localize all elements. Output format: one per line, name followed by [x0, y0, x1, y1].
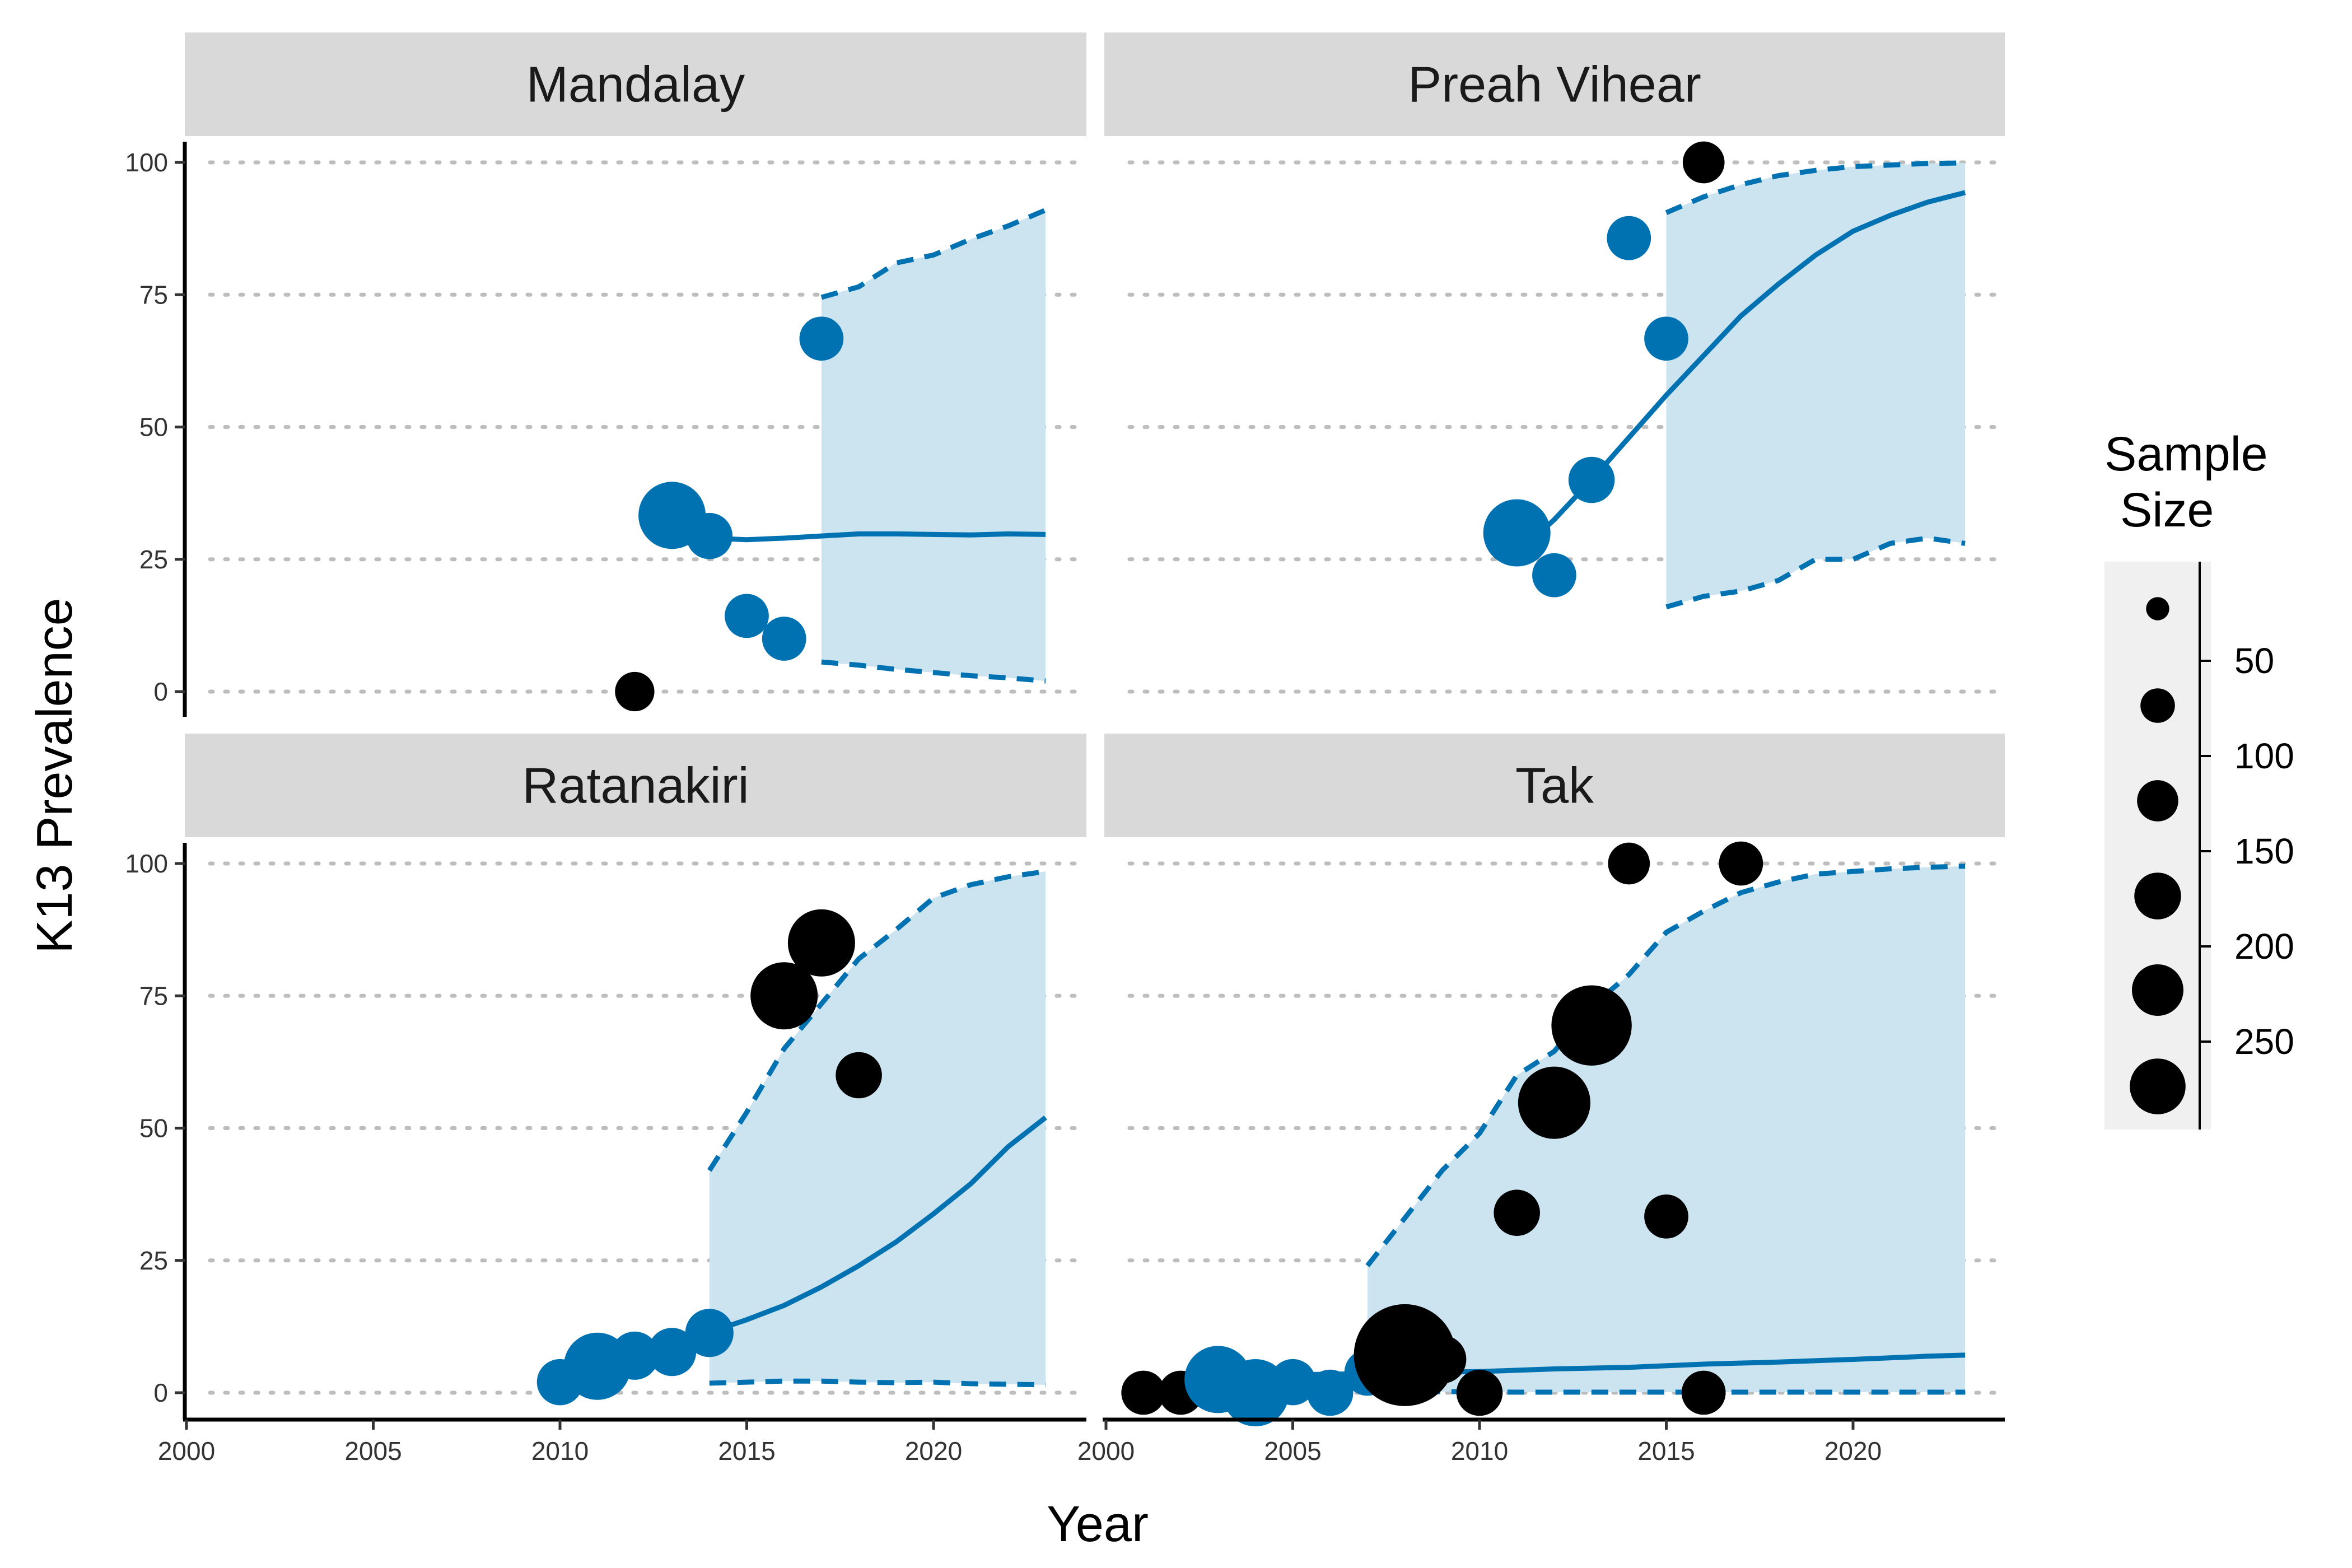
panel-preah-vihear: Preah Vihear [1104, 32, 2007, 694]
panel-title-ratanakiri: Ratanakiri [522, 758, 749, 814]
x-tick-label-tak-2010: 2010 [1451, 1436, 1508, 1466]
data-point-tak-2017 [1719, 841, 1763, 886]
panel-strip-mandalay [185, 32, 1086, 136]
x-axis-title: Year [1047, 1496, 1149, 1552]
y-tick-label-mandalay-50: 50 [139, 413, 168, 442]
x-tick-label-ratanakiri-2010: 2010 [531, 1436, 589, 1466]
x-tick-label-tak-2005: 2005 [1264, 1436, 1321, 1466]
uncertainty-band-mandalay [821, 210, 1046, 682]
data-point-mandalay-2014 [686, 512, 733, 559]
panel-title-tak: Tak [1515, 758, 1594, 814]
legend-size-dot-2 [2140, 688, 2175, 723]
upper-bound-line-ratanakiri [707, 869, 1046, 1172]
x-tick-label-ratanakiri-2000: 2000 [158, 1436, 215, 1466]
data-point-mandalay-2016 [762, 617, 806, 661]
y-tick-label-mandalay-100: 100 [125, 148, 168, 177]
legend-size-dot-3 [2137, 780, 2178, 822]
data-point-mandalay-2017 [799, 316, 844, 361]
legend-size-dot-1 [2146, 597, 2169, 620]
x-tick-label-ratanakiri-2015: 2015 [718, 1436, 775, 1466]
data-point-ratanakiri-2016 [750, 962, 818, 1030]
legend-scale-label-200: 200 [2234, 926, 2294, 967]
data-point-tak-2014 [1608, 842, 1650, 885]
panel-title-mandalay: Mandalay [526, 57, 745, 113]
lower-bound-line-mandalay [821, 659, 1046, 684]
legend-title-line-1: Sample [2104, 427, 2268, 481]
axes-layer: Year K13 Prevalence [27, 598, 1149, 1552]
data-point-tak-2016 [1681, 1370, 1726, 1415]
data-point-mandalay-2015 [725, 594, 769, 638]
data-point-preah-vihear-2014 [1607, 216, 1651, 260]
lower-bound-line-preah-vihear [1665, 535, 1966, 610]
legend-title-line-2: Size [2120, 483, 2214, 537]
y-tick-label-ratanakiri-100: 100 [125, 849, 168, 878]
panel-strip-preah-vihear [1104, 32, 2005, 136]
sample-size-legend: Sample Size 50 100 150 200 250 [2104, 427, 2294, 1130]
upper-bound-line-tak [1365, 864, 1966, 1267]
data-point-preah-vihear-2015 [1644, 316, 1688, 361]
legend-scale-label-150: 150 [2234, 831, 2294, 871]
x-tick-label-tak-2015: 2015 [1637, 1436, 1695, 1466]
upper-bound-line-mandalay [820, 207, 1047, 300]
legend-scale-label-50: 50 [2234, 641, 2274, 681]
data-point-ratanakiri-2013 [648, 1328, 697, 1376]
data-point-tak-2001 [1121, 1370, 1166, 1415]
data-point-ratanakiri-2018 [836, 1052, 882, 1099]
legend-size-dot-5 [2132, 964, 2183, 1016]
x-tick-label-ratanakiri-2020: 2020 [905, 1436, 962, 1466]
upper-bound-line-preah-vihear [1665, 160, 1966, 215]
x-tick-label-tak-2020: 2020 [1824, 1436, 1882, 1466]
data-point-ratanakiri-2017 [787, 909, 855, 977]
panel-title-preah-vihear: Preah Vihear [1408, 57, 1701, 113]
legend-size-dot-6 [2130, 1058, 2186, 1114]
legend-size-dot-4 [2134, 872, 2181, 920]
y-axis-title: K13 Prevalence [27, 598, 83, 953]
panel-mandalay: Mandalay 0 25 50 75 100 [125, 32, 1089, 717]
legend-key-background [2104, 562, 2211, 1130]
fitted-line-mandalay [671, 531, 1046, 543]
data-point-preah-vihear-2012 [1532, 553, 1576, 598]
y-tick-label-ratanakiri-75: 75 [139, 981, 168, 1010]
data-point-tak-2012 [1518, 1066, 1590, 1139]
data-point-preah-vihear-2013 [1568, 456, 1615, 503]
data-point-ratanakiri-2012 [610, 1331, 659, 1380]
y-tick-label-mandalay-25: 25 [139, 545, 168, 574]
data-point-tak-2009 [1418, 1335, 1467, 1384]
legend-scale-label-250: 250 [2234, 1021, 2294, 1062]
data-point-tak-2011 [1494, 1189, 1540, 1236]
y-tick-label-mandalay-0: 0 [153, 677, 168, 706]
uncertainty-band-preah-vihear [1666, 162, 1966, 607]
panel-ratanakiri: Ratanakiri 0 25 50 75 100 2000 2005 2010 2015 2020 [125, 734, 1089, 1466]
data-point-tak-2010 [1456, 1369, 1503, 1416]
data-point-preah-vihear-2011 [1483, 499, 1551, 567]
x-tick-label-ratanakiri-2005: 2005 [344, 1436, 402, 1466]
data-point-tak-2005 [1270, 1359, 1316, 1406]
data-point-preah-vihear-2016 [1682, 141, 1725, 184]
legend-scale-label-100: 100 [2234, 736, 2294, 776]
panel-strip-tak [1104, 734, 2005, 837]
panel-strip-ratanakiri [185, 734, 1086, 837]
data-point-ratanakiri-2014 [685, 1309, 734, 1357]
data-point-mandalay-2012 [615, 671, 655, 712]
y-tick-label-ratanakiri-25: 25 [139, 1246, 168, 1275]
y-tick-label-ratanakiri-0: 0 [153, 1378, 168, 1407]
uncertainty-band-tak [1367, 866, 1966, 1393]
panels-layer: Mandalay 0 25 50 75 100 Preah Vihear Ratanakiri… [125, 32, 2007, 1466]
data-point-tak-2015 [1644, 1194, 1688, 1239]
y-tick-label-ratanakiri-50: 50 [139, 1114, 168, 1143]
lower-bound-line-ratanakiri [709, 1378, 1046, 1388]
x-tick-label-tak-2000: 2000 [1077, 1436, 1135, 1466]
panel-tak: Tak 2000 2005 2010 2015 2020 [1077, 734, 2007, 1466]
y-tick-label-mandalay-75: 75 [139, 280, 168, 309]
uncertainty-band-ratanakiri [709, 871, 1046, 1385]
data-point-tak-2008 [1354, 1304, 1456, 1406]
data-point-tak-2006 [1306, 1369, 1354, 1416]
data-point-tak-2013 [1551, 985, 1632, 1066]
